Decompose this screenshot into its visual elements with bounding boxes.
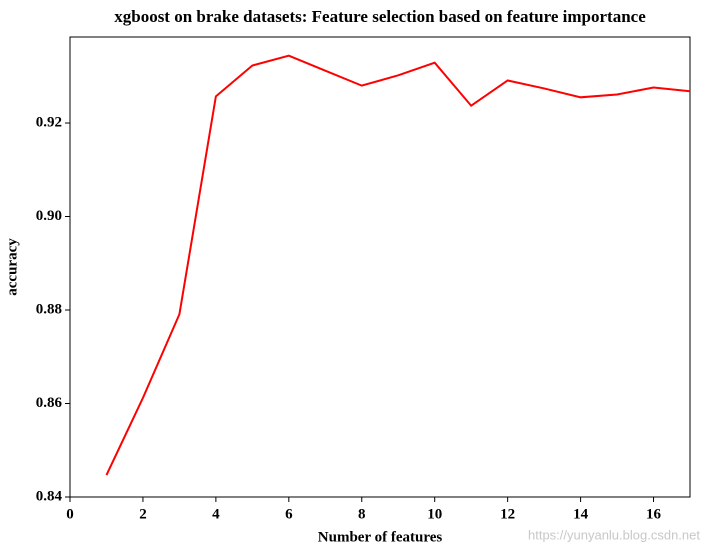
x-tick-label: 8 [358, 506, 366, 522]
x-tick-label: 2 [139, 506, 147, 522]
x-tick-label: 12 [500, 506, 515, 522]
line-series [105, 54, 691, 476]
plot-frame [69, 36, 691, 498]
y-tick-label: 0.84 [36, 488, 63, 504]
x-tick-label: 6 [285, 506, 293, 522]
x-tick-label: 10 [427, 506, 442, 522]
y-tick-label: 0.92 [36, 114, 62, 130]
chart-title: xgboost on brake datasets: Feature selec… [114, 7, 646, 26]
x-axis-label: Number of features [318, 529, 443, 545]
y-tick-label: 0.88 [36, 301, 62, 317]
y-tick-label: 0.90 [36, 208, 62, 224]
x-tick-label: 14 [573, 506, 589, 522]
x-tick-label: 16 [646, 506, 662, 522]
x-tick-label: 0 [66, 506, 74, 522]
watermark: https://yunyanlu.blog.csdn.net [528, 527, 700, 542]
x-tick-label: 4 [212, 506, 220, 522]
y-axis-label: accuracy [4, 238, 20, 296]
y-tick-label: 0.86 [36, 395, 63, 411]
